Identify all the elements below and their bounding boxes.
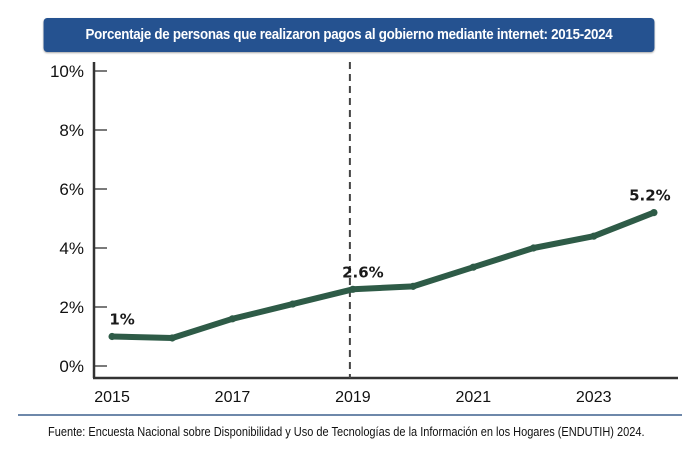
y-tick-label: 0% — [59, 357, 84, 376]
data-label: 5.2% — [629, 187, 671, 205]
data-point — [108, 332, 116, 341]
data-point — [409, 282, 417, 290]
data-point — [650, 209, 658, 217]
data-point — [168, 334, 176, 342]
y-tick-label: 8% — [59, 121, 84, 140]
footer-divider — [18, 414, 682, 416]
y-tick-label: 6% — [59, 180, 84, 199]
series-group — [108, 209, 658, 342]
data-point — [469, 263, 477, 271]
x-tick-label: 2023 — [576, 389, 612, 406]
x-tick-label: 2019 — [335, 389, 371, 406]
y-tick-label: 10% — [50, 62, 84, 81]
data-label: 2.6% — [342, 263, 384, 281]
x-axis: 2015 2017 2019 2021 2023 — [93, 376, 678, 406]
y-axis: 0% 2% 4% 6% 8% 10% — [50, 62, 107, 378]
source-note: Fuente: Encuesta Nacional sobre Disponib… — [48, 425, 645, 439]
data-point — [228, 315, 237, 323]
y-tick-label: 2% — [59, 298, 84, 317]
x-tick-label: 2021 — [456, 389, 492, 406]
data-point — [590, 232, 598, 240]
chart-title: Porcentaje de personas que realizaron pa… — [43, 18, 655, 52]
series-line — [109, 209, 657, 341]
annotations-group: 1% 2.6% 5.2% — [109, 187, 670, 329]
data-point — [349, 285, 357, 293]
x-tick-label: 2017 — [215, 389, 251, 406]
data-point — [289, 300, 297, 308]
x-tick-label: 2015 — [94, 389, 130, 406]
data-point — [529, 244, 538, 252]
data-label: 1% — [109, 311, 134, 329]
y-tick-label: 4% — [59, 239, 84, 258]
